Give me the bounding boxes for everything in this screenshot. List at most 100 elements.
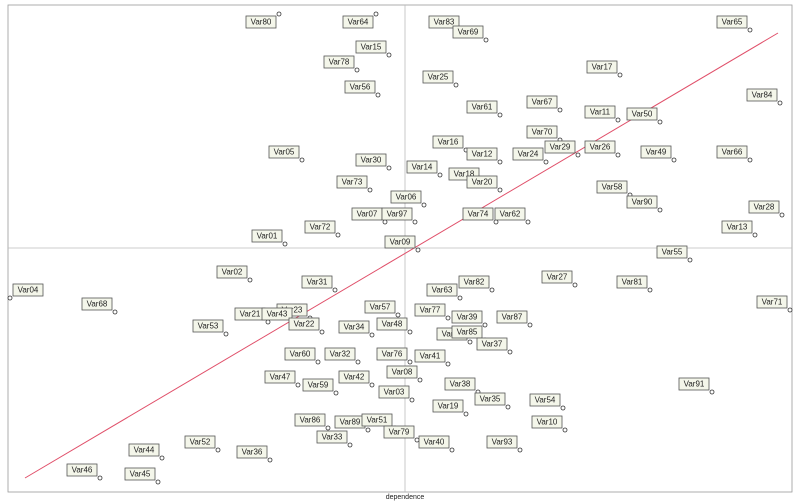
- label-box: [428, 15, 460, 29]
- label-box: [381, 207, 413, 221]
- point-label: Var60: [290, 350, 311, 359]
- point-label: Var34: [344, 323, 365, 332]
- point-label: Var14: [412, 163, 433, 172]
- point-label: Var01: [257, 232, 278, 241]
- point: [615, 117, 621, 123]
- label-box: [324, 347, 356, 361]
- label-box: [466, 147, 498, 161]
- label-box: [721, 220, 753, 234]
- point: [497, 187, 503, 193]
- label-box: [355, 40, 387, 54]
- point-label: Var46: [72, 466, 93, 475]
- point-label: Var90: [632, 198, 653, 207]
- point-label: Var15: [361, 43, 382, 52]
- point-label: Var47: [270, 373, 291, 382]
- label-box: [284, 347, 316, 361]
- point: [223, 331, 229, 337]
- point: [493, 219, 499, 225]
- point-label: Var10: [537, 418, 558, 427]
- label-box: [184, 435, 216, 449]
- point: [787, 307, 793, 313]
- point: [517, 447, 523, 453]
- point-label: Var58: [602, 183, 623, 192]
- point: [333, 390, 339, 396]
- point-label: Var03: [384, 388, 405, 397]
- point-label: Var79: [389, 428, 410, 437]
- label-box: [316, 430, 348, 444]
- point-label: Var66: [722, 148, 743, 157]
- point: [159, 455, 165, 461]
- point: [382, 219, 388, 225]
- point-label: Var30: [361, 156, 382, 165]
- label-box: [466, 175, 498, 189]
- label-box: [432, 399, 464, 413]
- point-label: Var72: [310, 223, 331, 232]
- point: [497, 159, 503, 165]
- point-label: Var42: [344, 373, 365, 382]
- point: [395, 312, 401, 318]
- point: [489, 287, 495, 293]
- point: [449, 447, 455, 453]
- label-box: [383, 425, 415, 439]
- label-box: [268, 145, 300, 159]
- label-box: [531, 415, 563, 429]
- label-box: [216, 265, 248, 279]
- point: [335, 232, 341, 238]
- point-label: Var63: [432, 286, 453, 295]
- label-box: [81, 297, 113, 311]
- point-label: Var19: [438, 402, 459, 411]
- point-label: Var25: [428, 73, 449, 82]
- label-box: [336, 175, 368, 189]
- point: [215, 447, 221, 453]
- label-box: [338, 320, 370, 334]
- point-label: Var13: [727, 223, 748, 232]
- point: [575, 152, 581, 158]
- label-box: [451, 310, 483, 324]
- label-box: [342, 15, 374, 29]
- point-label: Var40: [424, 438, 445, 447]
- label-box: [338, 370, 370, 384]
- point-label: Var74: [468, 210, 489, 219]
- label-box: [245, 15, 277, 29]
- point-label: Var91: [684, 380, 705, 389]
- label-box: [323, 55, 355, 69]
- point-label: Var70: [532, 128, 553, 137]
- point: [299, 157, 305, 163]
- point: [615, 152, 621, 158]
- point: [347, 442, 353, 448]
- point-label: Var52: [190, 438, 211, 447]
- point-label: Var45: [130, 470, 151, 479]
- point-label: Var69: [458, 28, 479, 37]
- label-box: [626, 195, 658, 209]
- point-label: Var65: [722, 18, 743, 27]
- point-label: Var73: [342, 178, 363, 187]
- point-label: Var20: [472, 178, 493, 187]
- point-label: Var12: [472, 150, 493, 159]
- point-label: Var29: [550, 143, 571, 152]
- point-label: Var87: [502, 313, 523, 322]
- point-label: Var08: [392, 368, 413, 377]
- point: [332, 287, 338, 293]
- point: [647, 287, 653, 293]
- point: [265, 319, 271, 325]
- point-label: Var06: [396, 193, 417, 202]
- point-label: Var67: [532, 98, 553, 107]
- label-box: [66, 463, 98, 477]
- point: [482, 322, 488, 328]
- label-box: [426, 283, 458, 297]
- label-box: [526, 95, 558, 109]
- point: [369, 332, 375, 338]
- point-label: Var86: [300, 416, 321, 425]
- label-box: [748, 200, 780, 214]
- point: [483, 37, 489, 43]
- point: [497, 112, 503, 118]
- point-label: Var78: [329, 58, 350, 67]
- point: [267, 457, 273, 463]
- point: [369, 382, 375, 388]
- label-box: [526, 125, 558, 139]
- point-label: Var39: [457, 313, 478, 322]
- label-box: [376, 347, 408, 361]
- point-label: Var84: [752, 91, 773, 100]
- point: [779, 212, 785, 218]
- point: [421, 202, 427, 208]
